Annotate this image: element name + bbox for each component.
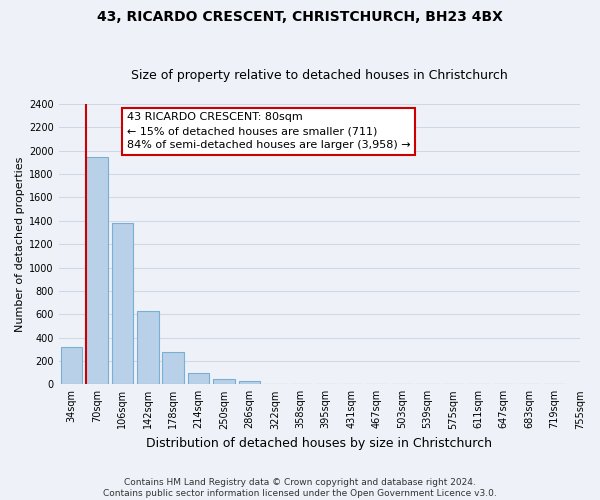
Title: Size of property relative to detached houses in Christchurch: Size of property relative to detached ho… bbox=[131, 69, 508, 82]
Bar bbox=[61, 347, 82, 385]
Y-axis label: Number of detached properties: Number of detached properties bbox=[15, 156, 25, 332]
Bar bbox=[239, 382, 260, 384]
X-axis label: Distribution of detached houses by size in Christchurch: Distribution of detached houses by size … bbox=[146, 437, 493, 450]
Bar bbox=[137, 310, 158, 384]
Text: Contains HM Land Registry data © Crown copyright and database right 2024.
Contai: Contains HM Land Registry data © Crown c… bbox=[103, 478, 497, 498]
Text: 43, RICARDO CRESCENT, CHRISTCHURCH, BH23 4BX: 43, RICARDO CRESCENT, CHRISTCHURCH, BH23… bbox=[97, 10, 503, 24]
Bar bbox=[86, 156, 108, 384]
Bar bbox=[213, 379, 235, 384]
Bar bbox=[112, 223, 133, 384]
Bar bbox=[163, 352, 184, 384]
Text: 43 RICARDO CRESCENT: 80sqm
← 15% of detached houses are smaller (711)
84% of sem: 43 RICARDO CRESCENT: 80sqm ← 15% of deta… bbox=[127, 112, 410, 150]
Bar bbox=[188, 373, 209, 384]
